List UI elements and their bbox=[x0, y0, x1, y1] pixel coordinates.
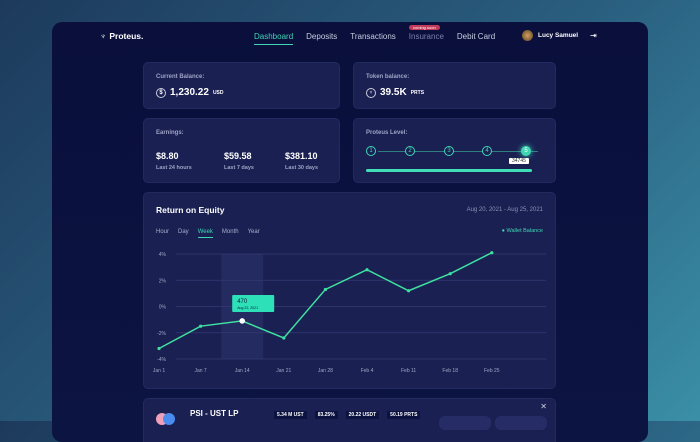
data-point bbox=[239, 318, 245, 324]
tooltip-value: 470 bbox=[237, 299, 248, 305]
data-point bbox=[490, 251, 494, 255]
token-balance-card: Token balance: ♆ 39.5K PRTS bbox=[353, 62, 556, 109]
token-icon: ♆ bbox=[366, 87, 376, 98]
y-tick-label: 0% bbox=[159, 305, 167, 311]
nav-deposits[interactable]: Deposits bbox=[306, 32, 338, 41]
level-step: 3 bbox=[444, 146, 454, 156]
y-tick-label: -2% bbox=[157, 331, 166, 337]
date-range[interactable]: Aug 20, 2021 - Aug 25, 2021 bbox=[466, 207, 543, 213]
x-tick-label: Jan 1 bbox=[153, 368, 165, 374]
x-tick-label: Jan 14 bbox=[235, 368, 250, 374]
x-tick-label: Feb 11 bbox=[401, 368, 416, 374]
pool-stat: 5.34 M UST bbox=[274, 411, 307, 419]
level-step-current: 5 bbox=[521, 146, 531, 156]
legend-wallet-balance: ● Wallet Balance bbox=[501, 228, 543, 234]
roe-chart-card: Return on Equity Aug 20, 2021 - Aug 25, … bbox=[143, 192, 556, 389]
data-point bbox=[282, 336, 286, 340]
data-point bbox=[365, 268, 369, 272]
earning-24h: $8.80 Last 24 hours bbox=[156, 151, 192, 171]
brand-logo[interactable]: ♆ Proteus. bbox=[100, 31, 144, 41]
top-nav: ♆ Proteus. Dashboard Deposits Transaction… bbox=[52, 22, 648, 52]
chart-title: Return on Equity bbox=[156, 205, 225, 215]
pool-stat: 50.19 PRTS bbox=[387, 411, 421, 419]
pool-stat: 83.25% bbox=[314, 411, 338, 419]
level-step: 2 bbox=[405, 146, 415, 156]
pool-card: PSI - UST LP 5.34 M UST 83.25% 20.22 USD… bbox=[143, 398, 556, 442]
data-point bbox=[407, 289, 411, 293]
level-step: 1 bbox=[366, 146, 376, 156]
x-tick-label: Jan 21 bbox=[276, 368, 291, 374]
nav-dashboard[interactable]: Dashboard bbox=[254, 32, 294, 45]
tooltip-box bbox=[232, 294, 275, 312]
earning-7d: $59.58 Last 7 days bbox=[224, 151, 254, 171]
tooltip-date: Aug 22, 2021 bbox=[237, 306, 258, 310]
nav-debit-card[interactable]: Debit Card bbox=[456, 32, 496, 41]
app-window: ♆ Proteus. Dashboard Deposits Transaction… bbox=[52, 22, 648, 442]
y-tick-label: -4% bbox=[157, 357, 166, 363]
earnings-card: Earnings: $8.80 Last 24 hours $59.58 Last … bbox=[143, 118, 340, 183]
x-tick-label: Feb 18 bbox=[442, 368, 458, 374]
tab-hour[interactable]: Hour bbox=[156, 229, 170, 235]
y-tick-label: 4% bbox=[159, 252, 167, 258]
coming-soon-badge: coming soon bbox=[409, 25, 440, 30]
logout-icon[interactable]: ⇥ bbox=[590, 31, 597, 40]
series-line bbox=[158, 252, 493, 350]
x-tick-label: Jan 7 bbox=[194, 368, 206, 374]
tab-year[interactable]: Year bbox=[247, 229, 260, 235]
tab-month[interactable]: Month bbox=[221, 229, 239, 235]
proteus-level-card: Proteus Level: 1 2 3 4 5 34745 bbox=[353, 118, 556, 183]
level-step: 4 bbox=[482, 146, 492, 156]
level-progress-bar bbox=[366, 169, 532, 172]
tab-week[interactable]: Week bbox=[197, 229, 214, 238]
data-point bbox=[448, 272, 452, 276]
current-balance-card: Current Balance: $1,230.22 USD bbox=[143, 62, 340, 109]
x-tick-label: Feb 4 bbox=[361, 368, 374, 374]
data-point bbox=[157, 346, 161, 351]
dollar-icon: $ bbox=[156, 87, 166, 98]
x-tick-label: Feb 25 bbox=[484, 368, 500, 374]
close-icon[interactable]: ✕ bbox=[540, 402, 547, 411]
tab-day[interactable]: Day bbox=[178, 229, 189, 235]
nav-transactions[interactable]: Transactions bbox=[350, 32, 396, 41]
data-point bbox=[199, 324, 203, 328]
y-tick-label: 2% bbox=[159, 278, 167, 284]
user-menu[interactable]: Lucy Samuel bbox=[522, 30, 578, 41]
nav-insurance: Insurance bbox=[408, 32, 444, 41]
data-point bbox=[323, 287, 327, 292]
line-chart: 4% 2% 0% -2% -4% Jan 1 Jan 7 Jan 14 Jan 21 Jan 28… bbox=[153, 251, 546, 374]
trident-icon: ♆ bbox=[100, 31, 107, 41]
pool-token-icons bbox=[156, 413, 175, 425]
pool-action-button[interactable] bbox=[495, 416, 547, 430]
pool-stat: 20.22 USDT bbox=[345, 411, 380, 419]
earning-30d: $381.10 Last 30 days bbox=[285, 151, 319, 171]
pool-name: PSI - UST LP bbox=[190, 409, 239, 418]
avatar bbox=[522, 30, 533, 41]
pool-action-button[interactable] bbox=[439, 416, 491, 430]
points-label: 34745 bbox=[509, 158, 529, 164]
x-tick-label: Jan 28 bbox=[318, 368, 333, 374]
